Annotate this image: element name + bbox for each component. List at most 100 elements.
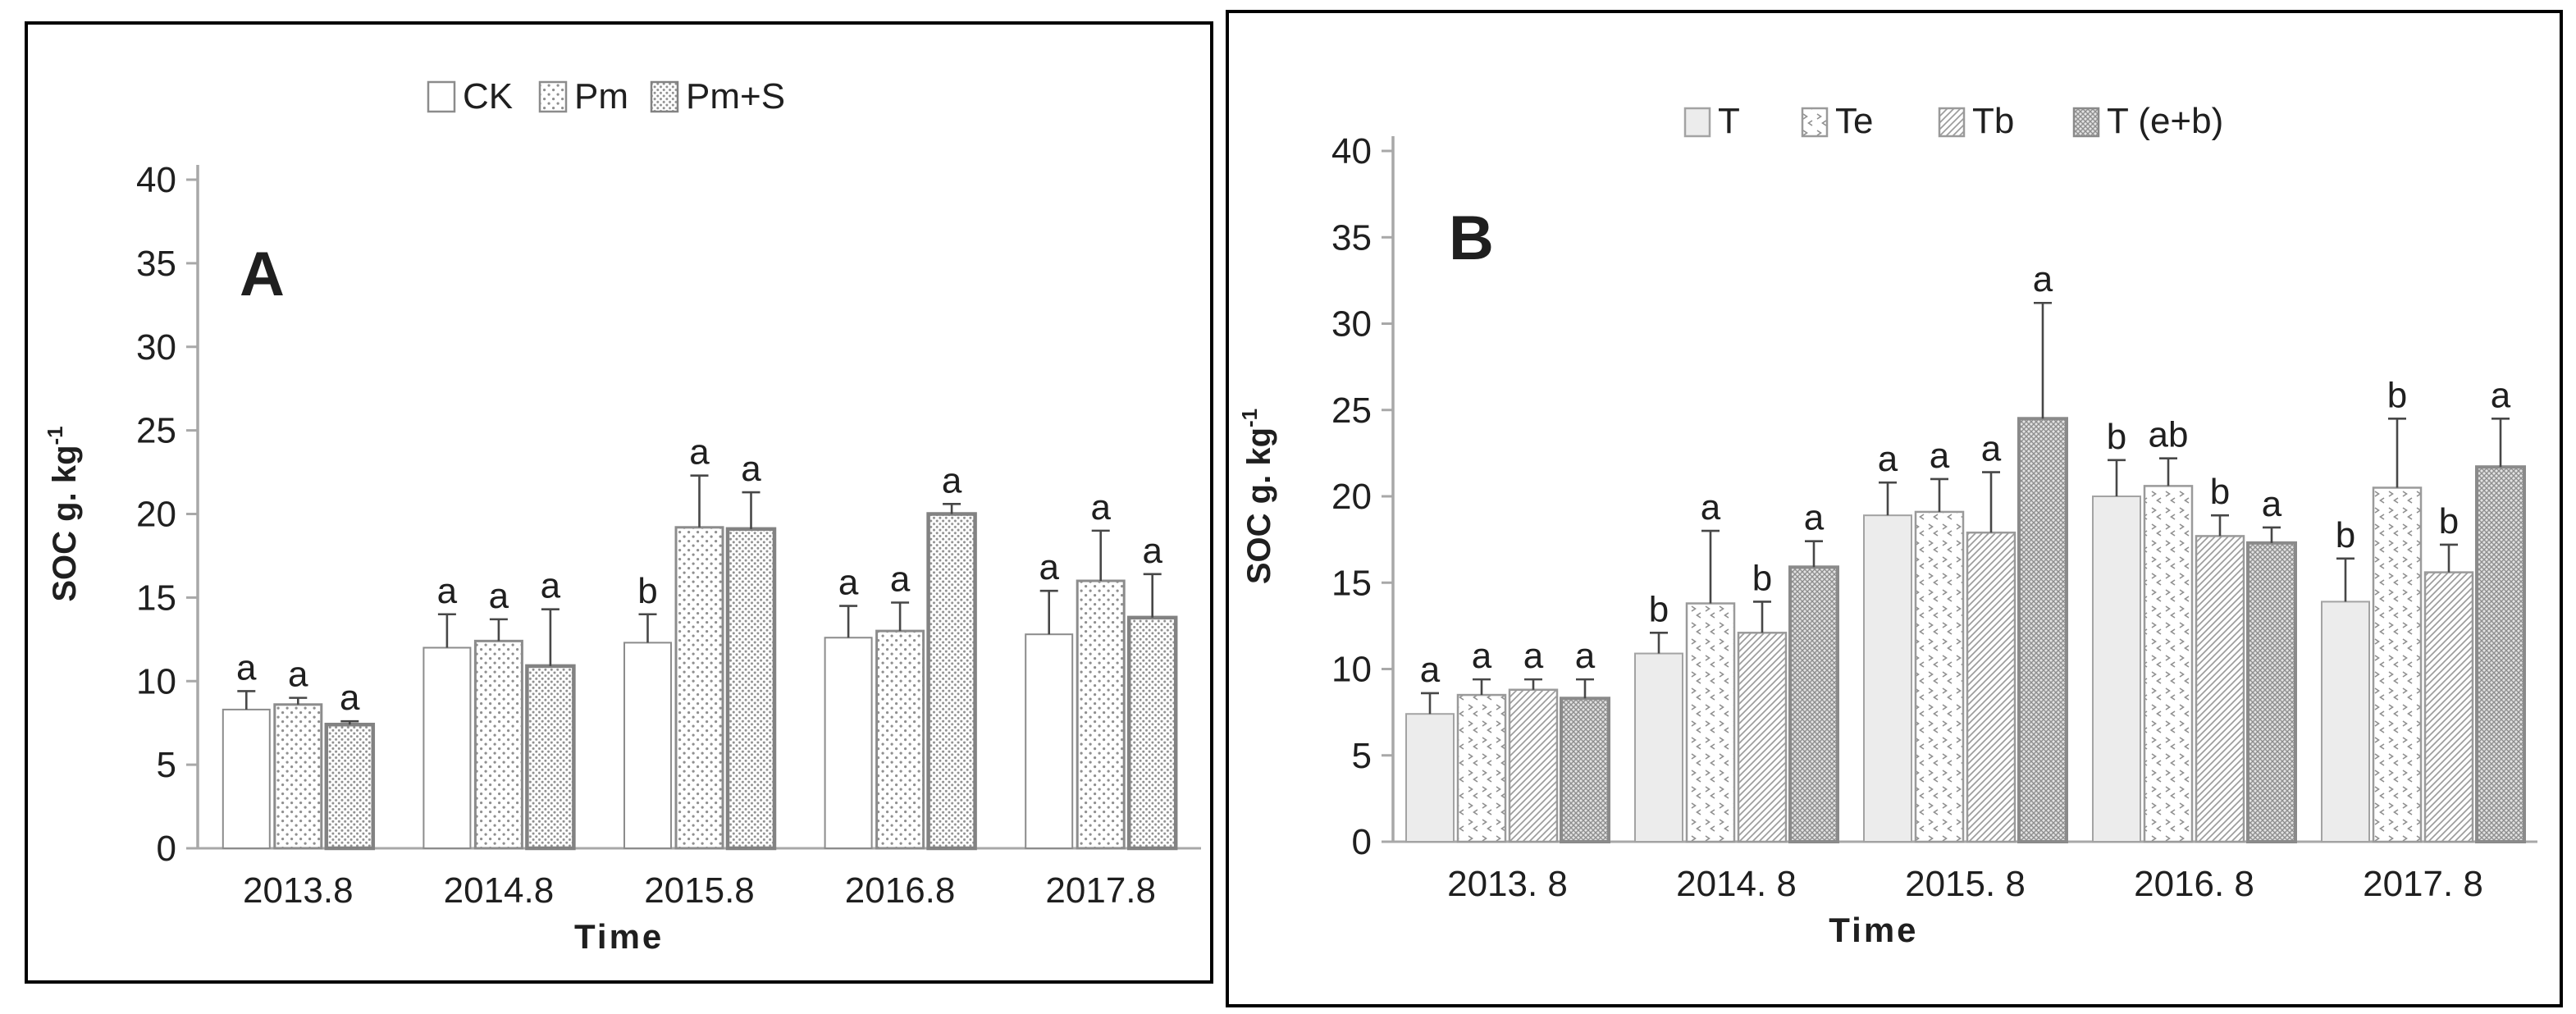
error-bar (839, 605, 858, 638)
legend-item-t: T (1683, 101, 1740, 141)
sig-letter: a (340, 678, 360, 718)
bar-tb-20138 (1508, 688, 1559, 843)
bar-tb-20168 (2195, 535, 2245, 843)
bar-pm-20158 (674, 526, 724, 850)
legend-swatch (1801, 107, 1829, 138)
sig-letter: b (2210, 472, 2230, 512)
sig-letter: a (942, 460, 962, 500)
legend-label: Te (1835, 101, 1873, 141)
error-bar (289, 697, 308, 705)
error-bar (1143, 573, 1162, 618)
y-tick-label: 5 (157, 745, 176, 785)
bar-teb-20148 (1788, 565, 1839, 843)
bar-ck-20168 (824, 637, 873, 850)
bar-pm-20178 (1076, 579, 1126, 850)
sig-letter: a (236, 647, 257, 687)
sig-letter: a (1575, 636, 1596, 676)
bar-pm-20168 (875, 629, 925, 850)
bar-ck-20138 (222, 708, 271, 850)
legend-swatch (2072, 107, 2100, 138)
sig-letter: a (2262, 484, 2282, 524)
error-bar (891, 601, 910, 632)
sig-letter: a (2491, 375, 2511, 415)
error-bar (1753, 601, 1771, 633)
error-bar (489, 618, 508, 642)
y-tick-label: 25 (1331, 391, 1372, 431)
error-bar (2108, 459, 2126, 496)
legend-swatch (650, 80, 679, 113)
legend-swatch (1938, 107, 1966, 138)
bar-pms-20178 (1126, 615, 1178, 851)
error-bar (1701, 529, 1720, 604)
bar-t-20148 (1634, 652, 1683, 843)
x-tick-label: 2017. 8 (2363, 864, 2483, 904)
error-bar (2492, 417, 2510, 468)
legend: CK Pm Pm+S (427, 76, 785, 116)
error-bar (1421, 692, 1439, 715)
legend-label: CK (463, 76, 513, 116)
panel-letter: A (240, 240, 285, 309)
sig-letter: a (1039, 547, 1059, 587)
x-tick-label: 2014. 8 (1676, 864, 1797, 904)
sig-letter: a (689, 432, 710, 473)
y-tick-label: 20 (136, 495, 176, 535)
y-tick-label: 35 (1331, 217, 1372, 258)
x-axis-title: Time (574, 917, 664, 956)
x-tick-label: 2015. 8 (1905, 864, 2026, 904)
y-tick-label: 5 (1352, 736, 1372, 776)
legend-item-teb: T (e+b) (2072, 101, 2223, 141)
bar-ck-20158 (623, 642, 672, 850)
y-tick-label: 30 (1331, 304, 1372, 345)
sig-letter: b (2336, 515, 2355, 555)
legend-label: T (1718, 101, 1740, 141)
x-tick-label: 2013.8 (243, 870, 354, 911)
sig-letter: a (1981, 429, 2002, 469)
error-bar (1039, 589, 1058, 635)
legend-swatch (1683, 107, 1711, 138)
legend-swatch (427, 80, 456, 113)
bar-pm-20138 (273, 703, 323, 850)
error-bar (2034, 301, 2052, 419)
sig-letter: b (2439, 501, 2459, 541)
error-bar (1576, 678, 1594, 699)
error-bar (742, 491, 760, 529)
sig-letter: a (2033, 259, 2053, 299)
legend-item-ck: CK (427, 76, 513, 116)
bar-teb-20138 (1560, 697, 1610, 843)
sig-letter: a (1701, 487, 1721, 528)
sig-letter: a (288, 655, 308, 695)
legend: T Te Tb T (e+b) (1683, 101, 2223, 141)
sig-letter: a (741, 449, 761, 489)
sig-letter: ab (2149, 415, 2189, 455)
y-tick-label: 25 (136, 411, 176, 451)
bar-te-20138 (1456, 693, 1507, 843)
x-tick-label: 2015.8 (644, 870, 755, 911)
bar-te-20158 (1914, 510, 1965, 843)
y-axis-title: SOC g. kg-1 (1237, 409, 1277, 584)
bar-te-20168 (2143, 485, 2194, 843)
error-bar (690, 474, 709, 528)
error-bar (2159, 457, 2177, 486)
error-bar (541, 608, 560, 666)
error-bar (943, 502, 961, 514)
legend-item-pm: Pm (538, 76, 628, 116)
sig-letter: a (1523, 636, 1544, 676)
error-bar (2211, 514, 2229, 537)
sig-letter: a (1142, 531, 1162, 571)
bar-pms-20168 (926, 512, 977, 851)
error-bar (1982, 471, 2000, 533)
y-tick-label: 40 (136, 160, 176, 200)
bar-teb-20168 (2246, 541, 2297, 844)
bar-tb-20158 (1966, 531, 2016, 843)
error-bar (1879, 481, 1897, 516)
sig-letter: b (1649, 589, 1669, 629)
panel-letter: B (1449, 203, 1494, 273)
sig-letter: a (1090, 487, 1111, 528)
error-bar (1650, 631, 1668, 654)
x-tick-label: 2017.8 (1045, 870, 1156, 911)
sig-letter: a (1930, 436, 1950, 476)
bar-t-20178 (2321, 601, 2370, 843)
